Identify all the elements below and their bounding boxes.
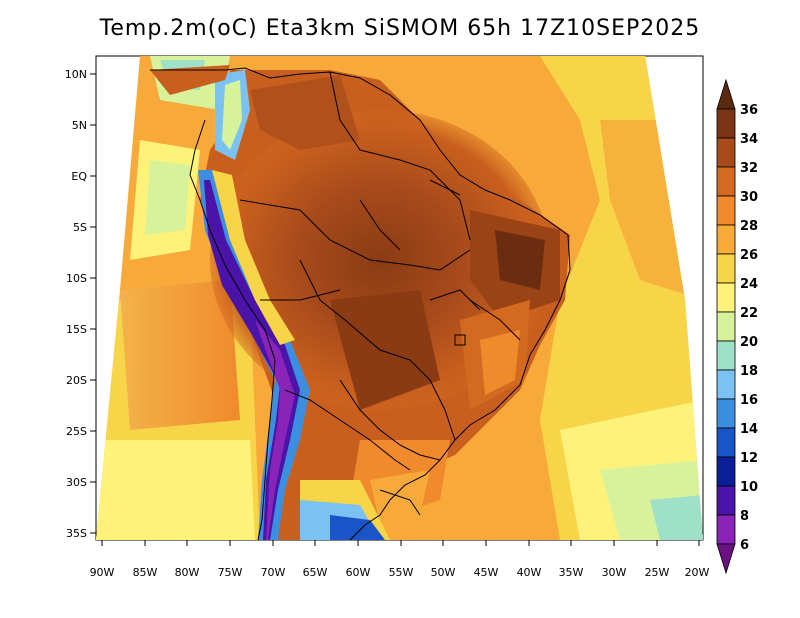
lat-label: 10S: [66, 272, 87, 285]
colorbar: 36 34 32 30 28 26 24 22 20 18 16 14 12 10 8 6: [716, 78, 758, 575]
lon-label: 80W: [175, 566, 200, 579]
colorbar-segment: [716, 456, 736, 487]
coastlines-borders: [150, 67, 571, 541]
lon-label: 30W: [602, 566, 627, 579]
colorbar-segment: [716, 311, 736, 342]
colorbar-segment: [716, 108, 736, 139]
colorbar-segment: [716, 224, 736, 255]
lon-label: 55W: [389, 566, 414, 579]
lon-label: 25W: [645, 566, 670, 579]
lon-label: 85W: [133, 566, 158, 579]
colorbar-top-arrow: [716, 78, 736, 110]
colorbar-label: 26: [740, 248, 758, 263]
colorbar-label: 36: [740, 103, 758, 118]
colorbar-label: 20: [740, 335, 758, 350]
colorbar-segment: [716, 398, 736, 429]
temperature-field: [96, 56, 703, 540]
lat-label: 35S: [66, 527, 87, 540]
colorbar-label: 34: [740, 132, 758, 147]
colorbar-label: 32: [740, 161, 758, 176]
colorbar-label: 30: [740, 190, 758, 205]
lon-label: 20W: [685, 566, 710, 579]
lon-label: 40W: [517, 566, 542, 579]
colorbar-segment: [716, 340, 736, 371]
colorbar-segment: [716, 166, 736, 197]
colorbar-label: 24: [740, 277, 758, 292]
colorbar-label: 14: [740, 422, 758, 437]
axis-ticks: [90, 73, 700, 546]
lat-label: 10N: [65, 68, 87, 81]
lon-label: 70W: [261, 566, 286, 579]
colorbar-label: 10: [740, 480, 758, 495]
map-title: Temp.2m(oC) Eta3km SiSMOM 65h 17Z10SEP20…: [99, 16, 701, 41]
colorbar-segment: [716, 195, 736, 226]
colorbar-segment: [716, 369, 736, 400]
lat-labels: 10N 5N EQ 5S 10S 15S 20S 25S 30S 35S: [65, 68, 88, 540]
colorbar-segment: [716, 485, 736, 516]
colorbar-label: 12: [740, 451, 758, 466]
lat-label: 5S: [73, 221, 87, 234]
colorbar-label: 16: [740, 393, 758, 408]
lat-label: 15S: [66, 323, 87, 336]
colorbar-segment: [716, 282, 736, 313]
lon-label: 45W: [474, 566, 499, 579]
colorbar-segment: [716, 514, 736, 545]
colorbar-label: 22: [740, 306, 758, 321]
lat-label: EQ: [71, 170, 87, 183]
lon-label: 65W: [303, 566, 328, 579]
colorbar-label: 18: [740, 364, 758, 379]
lon-label: 50W: [431, 566, 456, 579]
lat-label: 30S: [66, 476, 87, 489]
colorbar-segment: [716, 253, 736, 284]
lon-label: 90W: [90, 566, 115, 579]
colorbar-label: 8: [740, 509, 749, 524]
colorbar-bottom-arrow: [716, 543, 736, 575]
lon-label: 35W: [559, 566, 584, 579]
colorbar-label: 28: [740, 219, 758, 234]
colorbar-segment: [716, 137, 736, 168]
lon-labels: 90W 85W 80W 75W 70W 65W 60W 55W 50W 45W …: [90, 566, 710, 579]
colorbar-segment: [716, 427, 736, 458]
lat-label: 25S: [66, 425, 87, 438]
lat-label: 20S: [66, 374, 87, 387]
lon-label: 75W: [218, 566, 243, 579]
colorbar-label: 6: [740, 538, 749, 553]
lat-label: 5N: [72, 119, 87, 132]
lon-label: 60W: [346, 566, 371, 579]
